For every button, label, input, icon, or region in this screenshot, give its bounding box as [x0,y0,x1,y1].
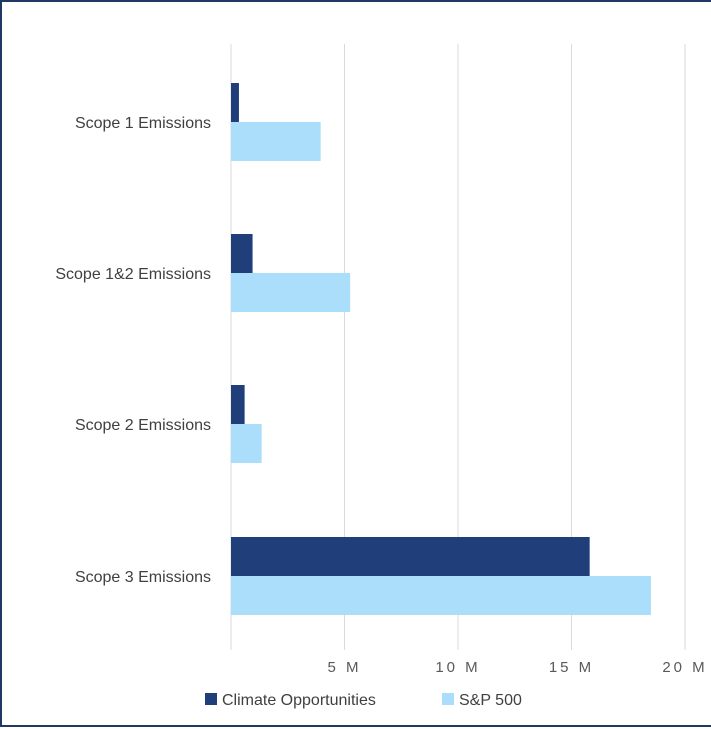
legend-label: Climate Opportunities [222,692,376,709]
bar-climate-opportunities-3 [231,537,590,576]
legend-climate-opportunities: Climate Opportunities [205,692,376,709]
x-axis-ticks: 5 M 10 M 15 M 20 M [327,659,707,676]
category-labels: Scope 1 Emissions Scope 1&2 Emissions Scop… [55,115,211,586]
x-tick-label: 10 M [435,659,480,676]
x-tick-label: 5 M [327,659,361,676]
category-label: Scope 3 Emissions [75,569,211,586]
category-label: Scope 2 Emissions [75,417,211,434]
legend-sp500: S&P 500 [442,692,522,709]
category-label: Scope 1&2 Emissions [55,266,211,283]
bar-sp500-2 [231,424,262,463]
legend-swatch [442,693,454,705]
bar-climate-opportunities-0 [231,83,239,122]
bar-climate-opportunities-2 [231,385,245,424]
bar-sp500-1 [231,273,351,312]
legend: Climate Opportunities S&P 500 [205,692,522,709]
x-tick-label: 15 M [549,659,594,676]
x-tick-label: 20 M [662,659,707,676]
legend-swatch [205,693,217,705]
bar-sp500-3 [231,576,651,615]
category-label: Scope 1 Emissions [75,115,211,132]
bar-climate-opportunities-1 [231,234,253,273]
bar-sp500-0 [231,122,321,161]
bars [231,83,651,615]
legend-label: S&P 500 [459,692,522,709]
